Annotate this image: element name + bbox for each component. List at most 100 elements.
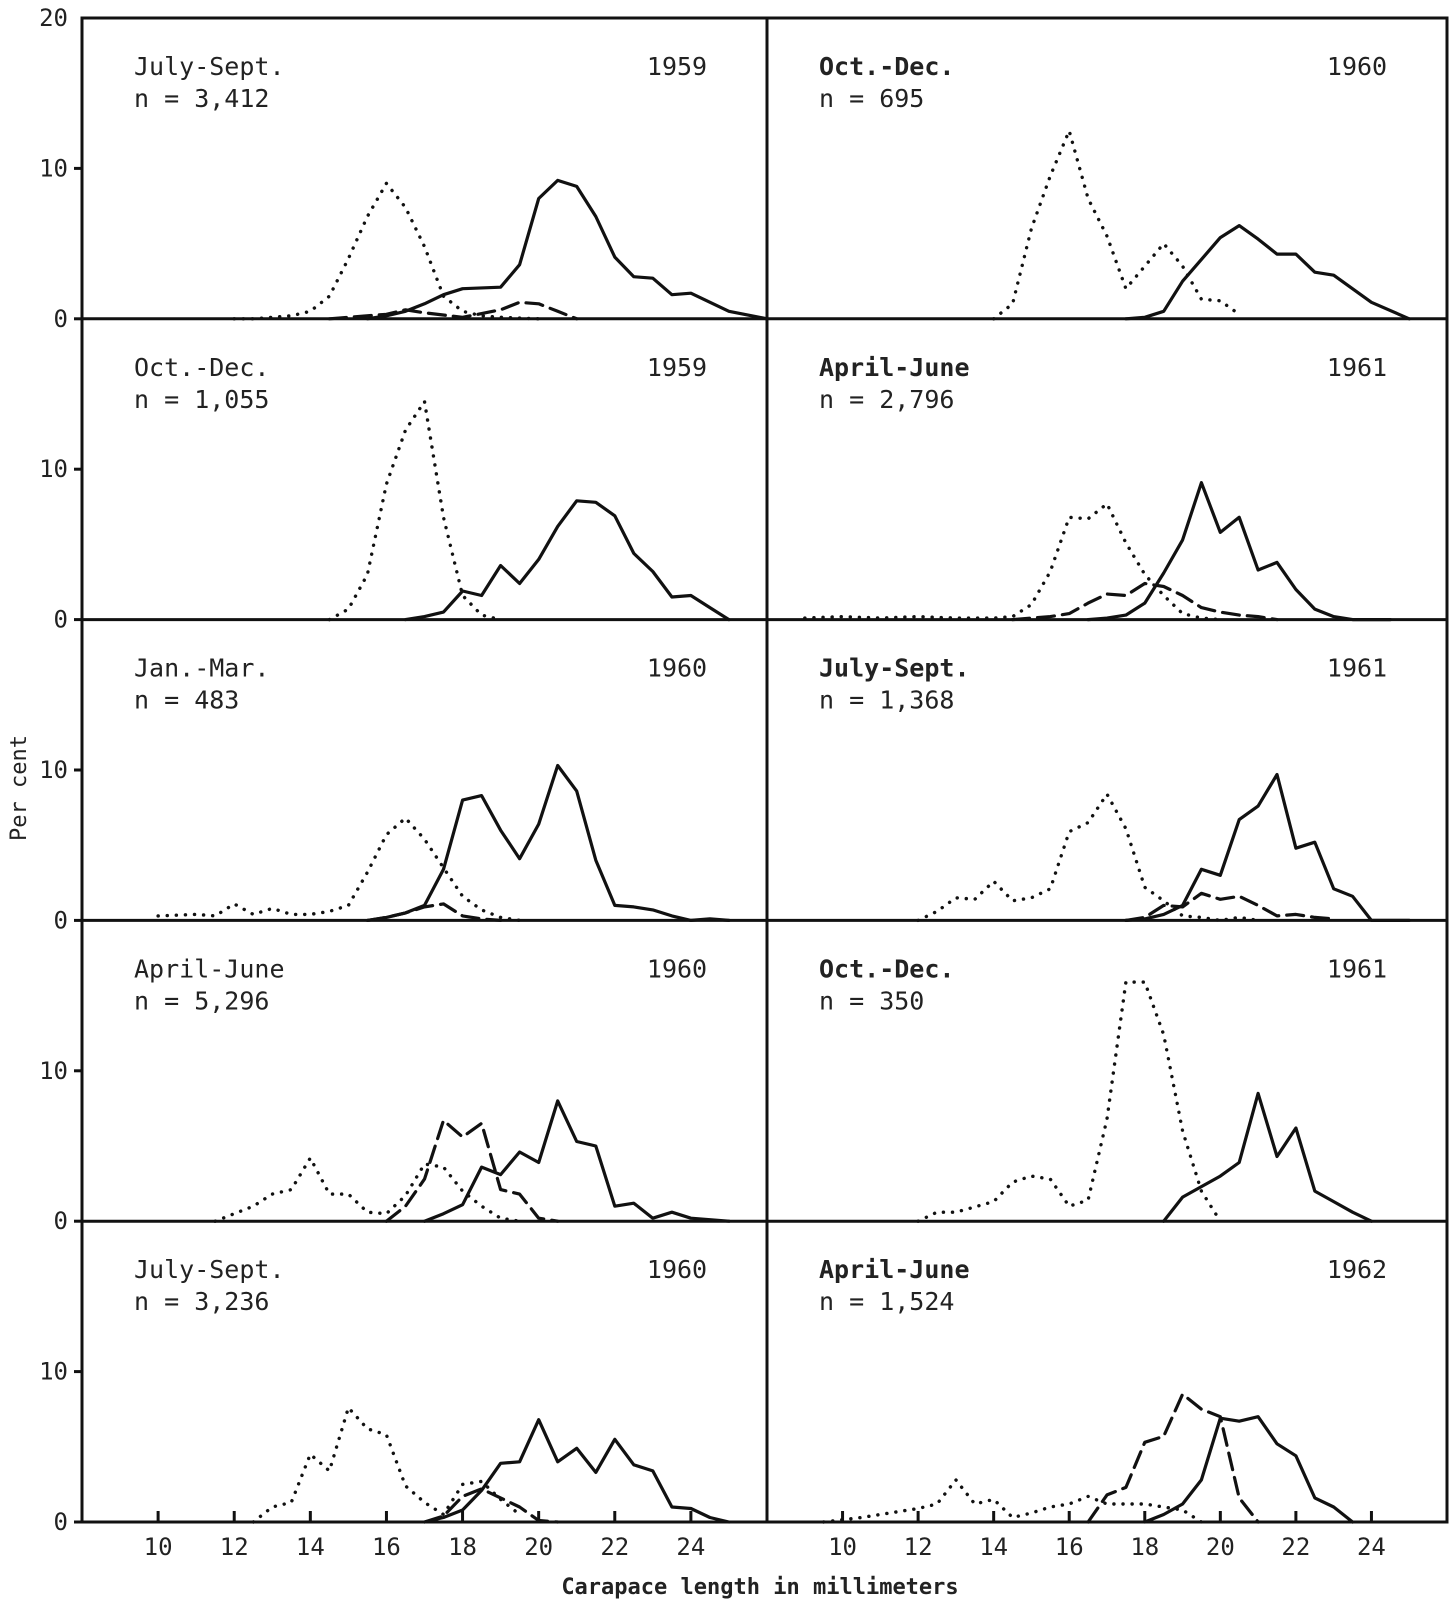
dashed-series-line — [1086, 1392, 1260, 1524]
x-tick-label: 12 — [904, 1533, 933, 1561]
solid-series-line — [1143, 1415, 1355, 1524]
panel-5: Jan.-Mar. n = 483 1960 — [134, 654, 731, 923]
y-tick-label: 0 — [54, 1207, 68, 1235]
panel-sample-size: n = 3,412 — [134, 84, 269, 113]
y-tick-label: 20 — [39, 4, 68, 32]
solid-series-line — [1086, 481, 1392, 622]
y-tick-label: 0 — [54, 305, 68, 333]
x-tick-label: 24 — [676, 1533, 705, 1561]
x-tick-label: 16 — [372, 1533, 401, 1561]
x-tick-label: 20 — [1206, 1533, 1235, 1561]
panel-period-label: Oct.-Dec. — [819, 52, 954, 81]
y-tick-label: 10 — [39, 756, 68, 784]
x-tick-label: 18 — [1130, 1533, 1159, 1561]
panel-period-label: July-Sept. — [819, 654, 970, 683]
solid-series-line — [1124, 772, 1411, 923]
solid-series-line — [1162, 1091, 1374, 1223]
panel-period-label: Oct.-Dec. — [134, 353, 269, 382]
panel-period-label: Jan.-Mar. — [134, 654, 269, 683]
x-tick-label: 14 — [979, 1533, 1008, 1561]
x-tick-label: 16 — [1055, 1533, 1084, 1561]
panel-sample-size: n = 483 — [134, 686, 239, 715]
tick-labels: 0 10 20 0 10 0 10 0 10 0 10 10 12 14 16 18 20 22 24 10 12 14 1… — [39, 4, 1386, 1561]
panel-year: 1959 — [647, 52, 707, 81]
solid-series-line — [403, 499, 731, 622]
dotted-series-line — [822, 1478, 1204, 1524]
y-tick-label: 10 — [39, 1358, 68, 1386]
panel-sample-size: n = 5,296 — [134, 986, 269, 1015]
panel-10: April-June n = 1,524 1962 — [819, 1255, 1387, 1524]
panel-7: April-June n = 5,296 1960 — [134, 954, 731, 1223]
solid-series-line — [422, 1418, 731, 1524]
x-tick-label: 12 — [220, 1533, 249, 1561]
panel-year: 1960 — [647, 1255, 707, 1284]
y-axis-label: Per cent — [7, 735, 32, 841]
panel-sample-size: n = 2,796 — [819, 385, 954, 414]
panel-period-label: April-June — [819, 353, 970, 382]
x-tick-label: 24 — [1357, 1533, 1386, 1561]
panel-3: Oct.-Dec. n = 1,055 1959 — [134, 353, 731, 622]
panel-1: July-Sept. n = 3,412 1959 — [134, 52, 769, 321]
dotted-series-line — [213, 1156, 522, 1223]
solid-series-line — [1124, 224, 1411, 321]
panel-sample-size: n = 350 — [819, 986, 924, 1015]
x-tick-label: 18 — [448, 1533, 477, 1561]
y-tick-label: 10 — [39, 1057, 68, 1085]
x-tick-label: 22 — [1281, 1533, 1310, 1561]
dashed-series-line — [422, 1487, 560, 1524]
dashed-series-line — [1010, 581, 1279, 622]
panel-period-label: April-June — [134, 954, 285, 983]
dotted-series-line — [156, 816, 522, 923]
panel-sample-size: n = 1,055 — [134, 385, 269, 414]
x-tick-label: 20 — [524, 1533, 553, 1561]
solid-series-line — [365, 178, 769, 321]
dashed-series-line — [384, 1118, 560, 1223]
dashed-series-line — [327, 300, 579, 321]
panel-year: 1962 — [1327, 1255, 1387, 1284]
panel-year: 1960 — [647, 954, 707, 983]
panel-sample-size: n = 3,236 — [134, 1287, 269, 1316]
panel-period-label: July-Sept. — [134, 1255, 285, 1284]
panel-9: July-Sept. n = 3,236 1960 — [134, 1255, 731, 1524]
axis-ticks — [74, 166, 1373, 1524]
dotted-series-line — [232, 181, 541, 321]
panel-2: Oct.-Dec. n = 695 1960 — [819, 52, 1411, 321]
y-tick-label: 0 — [54, 606, 68, 634]
panel-sample-size: n = 1,524 — [819, 1287, 954, 1316]
panel-period-label: July-Sept. — [134, 52, 285, 81]
x-tick-label: 14 — [296, 1533, 325, 1561]
panel-frames — [80, 16, 1449, 1524]
dashed-series-line — [1124, 891, 1336, 923]
panel-year: 1960 — [1327, 52, 1387, 81]
panel-sample-size: n = 695 — [819, 84, 924, 113]
y-tick-label: 10 — [39, 154, 68, 182]
y-tick-label: 0 — [54, 906, 68, 934]
dotted-series-line — [992, 129, 1241, 321]
dotted-series-line — [251, 1405, 522, 1524]
y-tick-label: 0 — [54, 1508, 68, 1536]
dotted-series-line — [327, 399, 503, 622]
dotted-series-line — [916, 792, 1260, 923]
panel-year: 1960 — [647, 654, 707, 683]
panel-6: July-Sept. n = 1,368 1961 — [819, 654, 1411, 923]
panel-year: 1961 — [1327, 353, 1387, 382]
x-tick-label: 10 — [828, 1533, 857, 1561]
panel-period-label: Oct.-Dec. — [819, 954, 954, 983]
dotted-series-line — [803, 502, 1223, 622]
x-axis-label: Carapace length in millimeters — [561, 1575, 958, 1600]
panel-year: 1961 — [1327, 954, 1387, 983]
panels: July-Sept. n = 3,412 1959 Oct.-Dec. n = 695 1… — [134, 52, 1411, 1524]
x-tick-label: 10 — [144, 1533, 173, 1561]
panel-4: April-June n = 2,796 1961 — [803, 353, 1392, 622]
solid-series-line — [422, 1099, 731, 1223]
panel-year: 1959 — [647, 353, 707, 382]
x-tick-label: 22 — [600, 1533, 629, 1561]
y-tick-label: 10 — [39, 455, 68, 483]
panel-year: 1961 — [1327, 654, 1387, 683]
panel-sample-size: n = 1,368 — [819, 686, 954, 715]
panel-period-label: April-June — [819, 1255, 970, 1284]
panel-8: Oct.-Dec. n = 350 1961 — [819, 954, 1387, 1223]
dashed-series-line — [365, 902, 503, 923]
solid-series-line — [365, 763, 731, 923]
